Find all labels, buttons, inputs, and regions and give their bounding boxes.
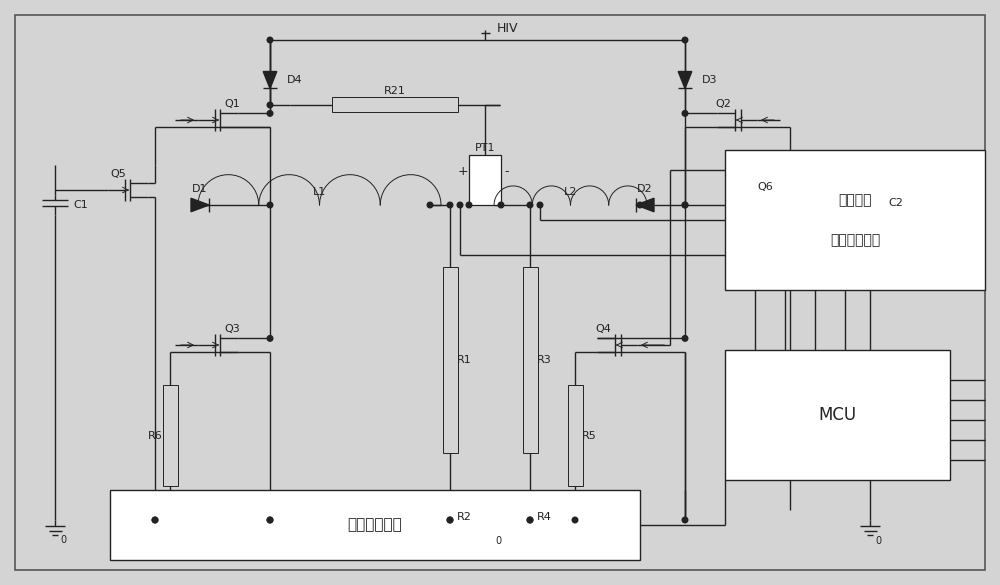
Text: HIV: HIV — [497, 22, 518, 36]
Text: R1: R1 — [457, 355, 472, 365]
Circle shape — [267, 37, 273, 43]
Polygon shape — [263, 71, 277, 88]
Text: R21: R21 — [384, 87, 406, 97]
Text: 电压差値: 电压差値 — [838, 193, 872, 207]
Circle shape — [267, 517, 273, 523]
Circle shape — [267, 102, 273, 108]
Circle shape — [682, 336, 688, 341]
Text: 0: 0 — [60, 535, 66, 545]
Text: Q6: Q6 — [757, 182, 773, 192]
Text: C1: C1 — [73, 200, 88, 210]
Circle shape — [267, 336, 273, 341]
Text: R2: R2 — [457, 512, 472, 522]
Text: L2: L2 — [564, 187, 577, 197]
Circle shape — [537, 202, 543, 208]
Text: Q2: Q2 — [715, 99, 731, 109]
Circle shape — [447, 517, 453, 523]
Circle shape — [267, 202, 273, 208]
Text: 0: 0 — [875, 536, 881, 546]
Circle shape — [682, 517, 688, 523]
Circle shape — [267, 111, 273, 116]
Bar — [442, 516, 458, 519]
Text: L1: L1 — [313, 187, 326, 197]
Polygon shape — [636, 198, 654, 212]
Circle shape — [527, 202, 533, 208]
Text: 0: 0 — [495, 536, 501, 546]
Polygon shape — [191, 198, 209, 212]
Bar — [725, 350, 950, 480]
Bar — [568, 386, 582, 486]
Bar — [162, 386, 178, 486]
Text: D3: D3 — [702, 75, 718, 85]
Text: 斜率监控电路: 斜率监控电路 — [830, 233, 880, 247]
Circle shape — [637, 202, 643, 208]
Text: -: - — [505, 166, 509, 178]
Circle shape — [682, 37, 688, 43]
Text: D1: D1 — [192, 184, 208, 194]
Circle shape — [682, 111, 688, 116]
Circle shape — [447, 517, 453, 523]
Text: Q3: Q3 — [224, 324, 240, 334]
Text: Q4: Q4 — [595, 324, 611, 334]
Text: R6: R6 — [148, 431, 163, 441]
Circle shape — [572, 517, 578, 523]
Circle shape — [447, 202, 453, 208]
Circle shape — [682, 202, 688, 208]
Bar — [469, 155, 501, 205]
Circle shape — [466, 202, 472, 208]
Bar — [725, 150, 985, 290]
Text: D2: D2 — [637, 184, 653, 194]
Text: MCU: MCU — [818, 406, 857, 424]
Circle shape — [152, 517, 158, 523]
Circle shape — [527, 517, 533, 523]
Bar — [522, 267, 538, 453]
Circle shape — [527, 517, 533, 523]
Text: Q5: Q5 — [110, 169, 126, 179]
Text: Q1: Q1 — [224, 99, 240, 109]
Text: R5: R5 — [582, 431, 597, 441]
Text: D4: D4 — [287, 75, 303, 85]
Bar — [110, 490, 640, 560]
Text: C2: C2 — [888, 198, 903, 208]
Circle shape — [152, 517, 158, 523]
Circle shape — [682, 202, 688, 208]
Text: 短路保护电路: 短路保护电路 — [348, 518, 402, 532]
Circle shape — [427, 202, 433, 208]
Bar — [442, 267, 458, 453]
Polygon shape — [678, 71, 692, 88]
Text: R3: R3 — [537, 355, 552, 365]
Circle shape — [267, 517, 273, 523]
Text: PT1: PT1 — [475, 143, 495, 153]
Circle shape — [457, 202, 463, 208]
Bar — [332, 98, 458, 112]
Bar — [522, 516, 538, 519]
Text: R4: R4 — [537, 512, 552, 522]
Circle shape — [498, 202, 504, 208]
Text: +: + — [458, 166, 468, 178]
